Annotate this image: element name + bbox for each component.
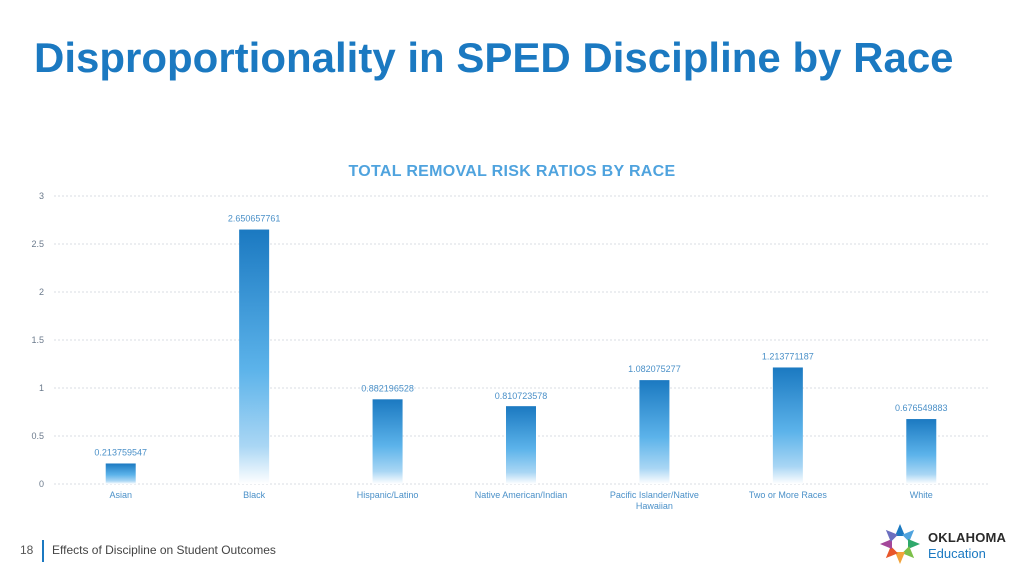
- page-number: 18: [20, 543, 34, 557]
- y-tick-label: 1: [39, 383, 44, 393]
- y-tick-label: 3: [39, 191, 44, 201]
- data-label: 2.650657761: [228, 214, 281, 224]
- data-label: 1.082075277: [628, 364, 681, 374]
- footer: 18 Effects of Discipline on Student Outc…: [0, 538, 600, 564]
- x-tick-label: Two or More Races: [749, 490, 828, 500]
- slide-title: Disproportionality in SPED Discipline by…: [34, 34, 954, 81]
- logo-text-oklahoma: OKLAHOMA: [928, 530, 1007, 545]
- data-label: 0.213759547: [94, 447, 147, 457]
- x-tick-label: Native American/Indian: [475, 490, 568, 500]
- footer-text: Effects of Discipline on Student Outcome…: [52, 543, 276, 557]
- y-tick-label: 0.5: [31, 431, 44, 441]
- x-tick-label: Black: [243, 490, 266, 500]
- bar-white: [906, 419, 937, 484]
- bar-pacific-islander-native-hawaiian: [639, 380, 670, 484]
- star-logo-icon: [880, 524, 920, 564]
- data-label: 0.676549883: [895, 403, 948, 413]
- x-tick-label: Hispanic/Latino: [357, 490, 419, 500]
- y-tick-label: 2.5: [31, 239, 44, 249]
- bar-asian: [105, 463, 136, 484]
- bar-chart: 0 0.5 1 1.5 2 2.5 3 0.213759547 2.650657761 0.88…: [31, 191, 988, 511]
- x-axis-ticks: Asian Black Hispanic/Latino Native American…: [109, 490, 932, 511]
- bars: [105, 229, 937, 484]
- footer-divider: [42, 540, 44, 562]
- bar-two-or-more-races: [772, 367, 803, 484]
- bar-black: [239, 229, 270, 484]
- bar-native-american-indian: [506, 406, 536, 484]
- y-tick-label: 2: [39, 287, 44, 297]
- data-label: 0.882196528: [361, 383, 414, 393]
- logo-text-education: Education: [928, 546, 986, 561]
- data-label: 1.213771187: [762, 351, 814, 361]
- y-tick-label: 0: [39, 479, 44, 489]
- x-tick-label: Pacific Islander/Native Hawaiian: [610, 490, 699, 511]
- x-tick-label: Asian: [109, 490, 132, 500]
- data-labels: 0.213759547 2.650657761 0.882196528 0.81072…: [94, 214, 947, 458]
- y-axis-ticks: 0 0.5 1 1.5 2 2.5 3: [31, 191, 44, 489]
- y-tick-label: 1.5: [31, 335, 44, 345]
- bar-hispanic-latino: [372, 399, 403, 484]
- chart-title: TOTAL REMOVAL RISK RATIOS BY RACE: [348, 163, 676, 180]
- oklahoma-education-logo: OKLAHOMA Education: [878, 522, 1008, 566]
- x-tick-label: White: [910, 490, 933, 500]
- data-label: 0.810723578: [495, 391, 548, 401]
